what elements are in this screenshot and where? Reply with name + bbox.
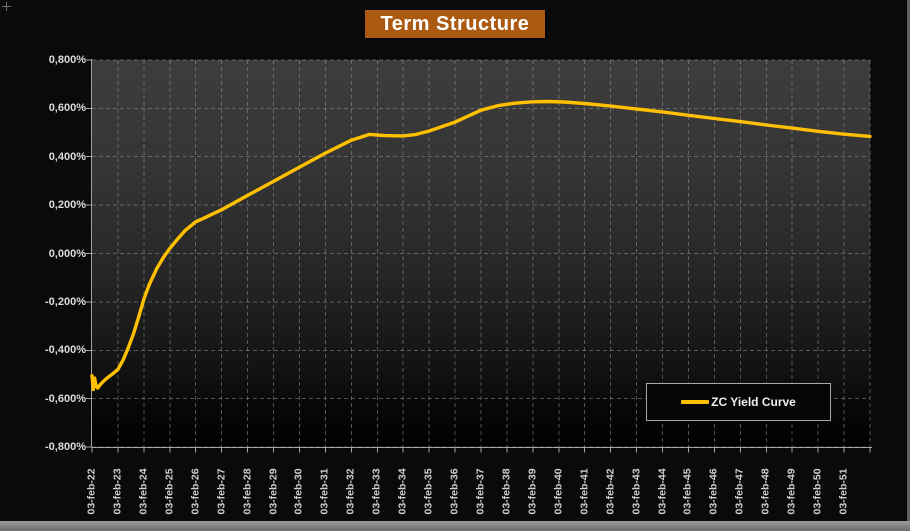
x-axis-label: 03-feb-39 [526, 468, 539, 515]
window-right-edge [907, 0, 910, 531]
x-axis-label: 03-feb-48 [759, 468, 772, 515]
x-axis-label: 03-feb-30 [292, 468, 305, 515]
y-axis-label: 0,600% [48, 102, 86, 115]
x-axis-label: 03-feb-26 [189, 468, 202, 515]
x-axis-label: 03-feb-28 [241, 468, 254, 515]
x-axis-label: 03-feb-47 [733, 468, 746, 515]
x-axis-label: 03-feb-38 [500, 468, 513, 515]
x-axis-label: 03-feb-25 [163, 468, 176, 515]
window-bottom-edge[interactable] [0, 521, 910, 531]
chart-title: Term Structure [365, 10, 545, 38]
x-axis-label: 03-feb-35 [422, 468, 435, 515]
x-axis-label: 03-feb-27 [215, 468, 228, 515]
corner-marker [2, 2, 11, 11]
x-axis-label: 03-feb-40 [552, 468, 565, 515]
x-axis-label: 03-feb-32 [344, 468, 357, 515]
x-axis-label: 03-feb-41 [578, 468, 591, 515]
x-axis-label: 03-feb-43 [630, 468, 643, 515]
y-axis-label: 0,200% [48, 199, 86, 212]
x-axis-label: 03-feb-51 [837, 468, 850, 515]
x-axis-label: 03-feb-42 [604, 468, 617, 515]
x-axis-label: 03-feb-34 [396, 468, 409, 515]
x-axis-label: 03-feb-33 [370, 468, 383, 515]
legend-box: ZC Yield Curve [646, 383, 831, 421]
x-axis-label: 03-feb-46 [707, 468, 720, 515]
x-axis-label: 03-feb-23 [111, 468, 124, 515]
legend-label: ZC Yield Curve [711, 395, 796, 409]
y-axis-label: -0,800% [45, 441, 86, 454]
y-axis-label: 0,400% [48, 150, 86, 163]
y-axis-label: -0,600% [45, 392, 86, 405]
x-axis-label: 03-feb-24 [137, 468, 150, 515]
x-axis-label: 03-feb-37 [474, 468, 487, 515]
x-axis-label: 03-feb-31 [318, 468, 331, 515]
x-axis-label: 03-feb-45 [681, 468, 694, 515]
y-axis-label: -0,400% [45, 344, 86, 357]
y-axis-label: -0,200% [45, 295, 86, 308]
x-axis-label: 03-feb-29 [267, 468, 280, 515]
legend-line-sample [681, 400, 710, 404]
x-axis-label: 03-feb-22 [85, 468, 98, 515]
x-axis-label: 03-feb-50 [811, 468, 824, 515]
y-axis-label: 0,800% [48, 53, 86, 66]
x-axis-label: 03-feb-44 [656, 468, 669, 515]
x-axis-label: 03-feb-36 [448, 468, 461, 515]
x-axis-label: 03-feb-49 [785, 468, 798, 515]
y-axis-label: 0,000% [48, 247, 86, 260]
